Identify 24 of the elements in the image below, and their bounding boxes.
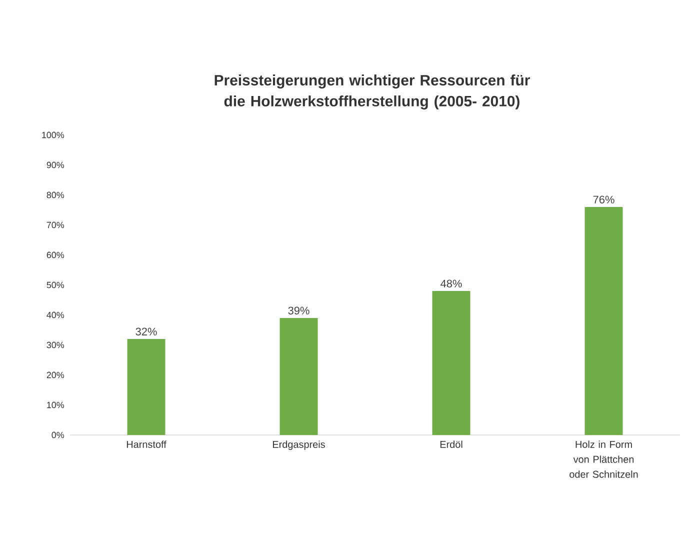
data-label: 39% xyxy=(288,306,310,314)
data-label: 32% xyxy=(136,328,157,336)
bar xyxy=(127,338,166,435)
x-tick-label: Harnstoff xyxy=(126,440,166,448)
y-tick-label: 10% xyxy=(47,402,64,408)
y-tick-label: 20% xyxy=(46,372,64,378)
data-label: 76% xyxy=(593,196,614,204)
y-tick-label: 30% xyxy=(46,342,64,348)
chart-title: Preissteigerungen wichtiger Ressourcen für die Holzwerkstoffherstellung (2005- 2010) xyxy=(214,74,530,110)
bar xyxy=(280,318,318,435)
y-tick-label: 80% xyxy=(46,192,64,198)
y-tick-label: 70% xyxy=(46,222,64,228)
y-tick-label: 50% xyxy=(46,282,64,288)
y-tick-label: 40% xyxy=(46,312,64,318)
x-tick-label: Erdöl xyxy=(440,440,462,448)
y-tick-label: 90% xyxy=(46,162,64,168)
x-tick-label: Holz in Form von Plättchen oder Schnitzeln xyxy=(570,440,638,478)
y-tick-label: 60% xyxy=(46,252,64,258)
bar xyxy=(584,206,623,435)
bar xyxy=(432,290,470,435)
y-tick-label: 100% xyxy=(42,132,64,138)
data-label: 48% xyxy=(440,280,462,288)
y-tick-label: 0% xyxy=(52,432,64,438)
x-tick-label: Erdgaspreis xyxy=(272,440,325,450)
